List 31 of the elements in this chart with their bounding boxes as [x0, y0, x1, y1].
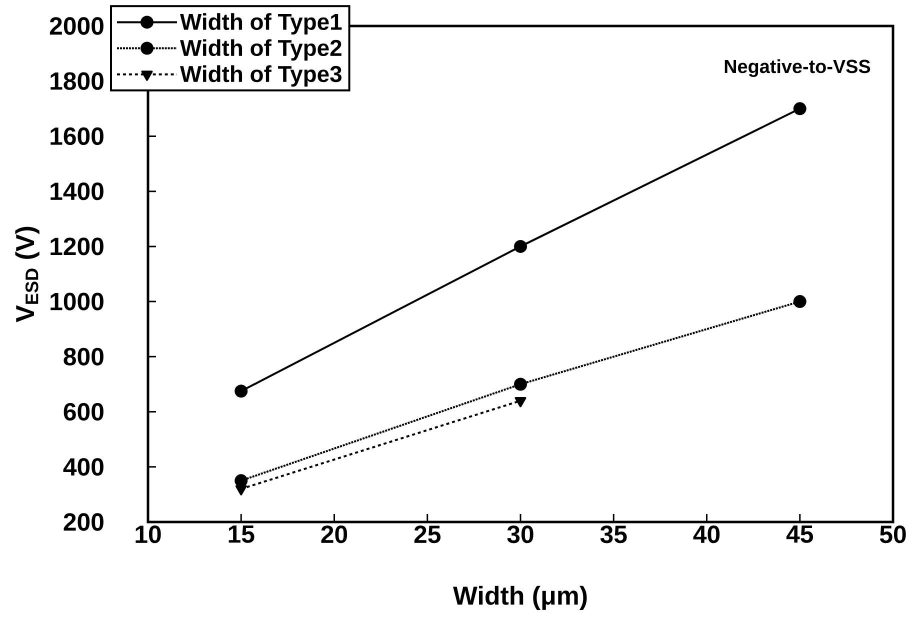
x-tick-label: 25 [414, 526, 441, 544]
y-tick-label: 1200 [50, 238, 104, 256]
x-tick-label: 15 [228, 526, 254, 543]
y-tick-label: 200 [64, 513, 104, 531]
y-tick-label: 1000 [50, 292, 104, 310]
point [793, 102, 806, 116]
x-tick-label: 50 [880, 526, 906, 544]
x-tick-label: 40 [693, 526, 720, 544]
x-tick-label: 35 [600, 526, 627, 544]
legend-label: Width of Type2 [180, 39, 342, 61]
y-tick-label: 800 [64, 348, 104, 366]
y-tick-label: 600 [64, 402, 104, 421]
point [234, 384, 248, 398]
x-tick-label: 45 [786, 526, 814, 543]
legend-label: Width of Type1 [180, 13, 342, 34]
point [514, 240, 528, 253]
legend-label: Width of Type3 [180, 65, 342, 87]
x-axis-title: Width (μm) [453, 586, 587, 610]
y-axis-title: V$_{ESD}$ (V) [15, 226, 40, 322]
y-tick-label: 400 [63, 458, 104, 476]
x-tick-label: 10 [136, 526, 161, 544]
x-tick-label: 30 [507, 526, 534, 544]
y-tick-label: 1600 [50, 127, 104, 146]
point [234, 474, 248, 488]
x-tick-label: 20 [321, 526, 348, 544]
y-tick-label: 2000 [50, 17, 104, 35]
y-tick-label: 1800 [50, 72, 104, 90]
point [793, 295, 806, 308]
y-tick-label: 1400 [50, 182, 104, 200]
annotation: Negative-to-VSS [724, 59, 870, 78]
point [514, 378, 528, 391]
